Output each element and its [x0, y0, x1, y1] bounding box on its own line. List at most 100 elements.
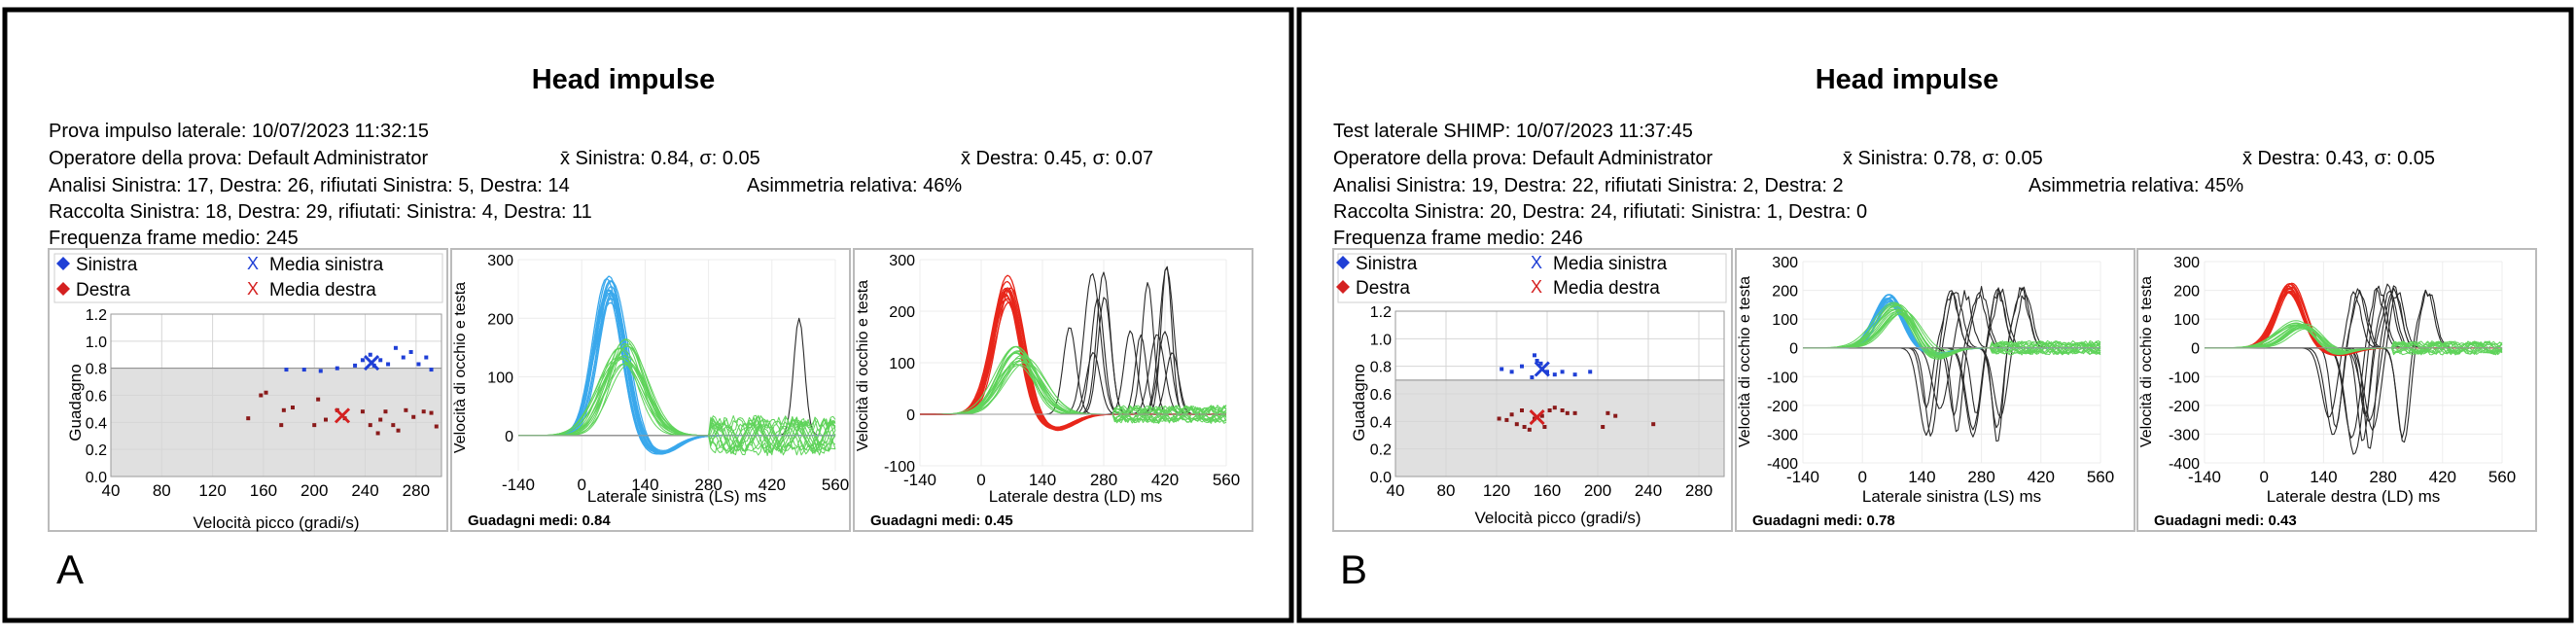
scatter-point-left	[1535, 359, 1539, 363]
panel-b-right-trace-xlabel: Laterale destra (LD) ms	[2267, 487, 2441, 506]
x-tick-label: 0	[2259, 468, 2268, 486]
legend-right-mean-label: Media destra	[269, 280, 376, 300]
legend-left-diamond-icon	[56, 257, 70, 270]
panel-b-mean-right: x̄ Destra: 0.43, σ: 0.05	[2242, 148, 2435, 169]
scatter-point-right	[1497, 416, 1501, 421]
scatter-point-right	[279, 423, 284, 428]
panel-b-scatter: Sinistra Destra X Media sinistra X Media…	[1332, 248, 1733, 532]
scatter-point-left	[1560, 370, 1565, 374]
panel-a-info-line: Frequenza frame medio: 245	[49, 228, 299, 249]
y-tick-label: 0.8	[86, 362, 107, 378]
mean-left-marker	[1534, 361, 1550, 377]
scatter-point-left	[1509, 370, 1514, 374]
y-tick-label: 0	[505, 429, 513, 445]
y-tick-label: 0.8	[1370, 360, 1392, 376]
y-tick-label: -200	[1767, 399, 1798, 415]
scatter-point-right	[316, 397, 321, 402]
scatter-point-left	[1500, 367, 1504, 371]
y-tick-label: -400	[2169, 456, 2200, 473]
scatter-point-left	[1533, 353, 1536, 358]
y-tick-label: 1.0	[1370, 332, 1392, 348]
panel-a-frame	[2, 7, 1294, 623]
x-tick-label: 280	[403, 481, 430, 500]
scatter-point-right	[1572, 410, 1577, 415]
scatter-point-right	[1520, 408, 1524, 412]
scatter-point-right	[259, 393, 264, 398]
x-tick-label: 120	[198, 481, 226, 500]
scatter-point-left	[335, 366, 339, 371]
y-tick-label: 100	[2173, 312, 2200, 329]
x-tick-label: 0	[1857, 468, 1866, 486]
scatter-point-left	[1520, 364, 1524, 369]
panel-b: Head impulse Test laterale SHIMP: 10/07/…	[1296, 7, 2574, 623]
y-tick-label: 0.0	[1370, 470, 1392, 486]
eye-velocity-trace	[920, 362, 1227, 424]
x-tick-label: 140	[631, 476, 658, 494]
panel-b-left-trace: -140 0 140 280 420 560 -400 -300 -200 -100 0 100 200…	[1735, 248, 2135, 532]
scatter-point-right	[383, 409, 388, 414]
y-tick-label: 0	[906, 407, 915, 424]
y-tick-label: 100	[889, 356, 915, 372]
panel-b-scatter-xlabel: Velocità picco (gradi/s)	[1474, 509, 1641, 527]
panel-a-label: A	[56, 547, 84, 592]
panel-b-info-line: Analisi Sinistra: 19, Destra: 22, rifiut…	[1333, 175, 1844, 196]
x-tick-label: 280	[694, 476, 722, 494]
y-tick-label: -100	[884, 459, 915, 476]
x-tick-label: 420	[759, 476, 786, 494]
scatter-point-left	[1588, 370, 1593, 374]
x-tick-label: 40	[1387, 481, 1405, 500]
legend-left-diamond-icon	[1336, 256, 1350, 269]
scatter-point-left	[353, 363, 358, 368]
scatter-point-right	[360, 409, 365, 414]
panel-b-frame	[1296, 7, 2574, 623]
legend-right-diamond-icon	[1336, 280, 1350, 294]
scatter-point-left	[1538, 361, 1543, 366]
mean-right-marker	[1529, 409, 1545, 426]
scatter-point-left	[360, 358, 365, 363]
legend-right-mean-cross-icon: X	[247, 279, 259, 299]
x-tick-label: 240	[1635, 481, 1662, 500]
x-tick-label: 120	[1483, 481, 1510, 500]
scatter-point-left	[1545, 370, 1549, 374]
eye-velocity-trace	[2205, 320, 2503, 356]
panel-b-left-trace-ylabel: Velocità di occhio e testa	[1737, 276, 1753, 447]
panel-a-legend-items: Sinistra Destra X Media sinistra X Media…	[56, 254, 384, 300]
panel-a-right-trace: -140 0 140 280 420 560 -100 0 100 200 300 Velocità…	[853, 248, 1253, 532]
scatter-point-right	[368, 423, 372, 428]
y-tick-label: 1.0	[86, 335, 107, 351]
scatter-point-right	[1651, 422, 1656, 427]
legend-left-label: Sinistra	[1356, 254, 1418, 274]
x-tick-label: 560	[2087, 468, 2114, 486]
y-tick-label: -300	[2169, 427, 2200, 443]
eye-velocity-trace	[1803, 302, 2101, 360]
panel-a-info: Prova impulso laterale: 10/07/2023 11:32…	[49, 121, 1153, 249]
scatter-point-right	[421, 409, 426, 414]
scatter-point-left	[368, 352, 372, 357]
legend-right-label: Destra	[76, 280, 130, 300]
legend-left-mean-label: Media sinistra	[269, 255, 384, 275]
panel-b-right-trace-plot: -140 0 140 280 420 560 -400 -300 -200 -100 0 100 200…	[2169, 255, 2516, 486]
y-tick-label: 200	[1772, 284, 1798, 300]
scatter-point-left	[318, 369, 323, 373]
panel-a-left-trace-xlabel: Laterale sinistra (LS) ms	[587, 487, 766, 506]
x-tick-label: 560	[822, 476, 849, 494]
scatter-point-left	[424, 355, 429, 360]
eye-velocity-trace	[1803, 313, 2101, 358]
x-tick-label: 420	[2429, 468, 2456, 486]
panel-a-asymmetry: Asimmetria relativa: 46%	[747, 175, 962, 196]
x-tick-label: 240	[351, 481, 378, 500]
scatter-point-right	[396, 428, 401, 433]
panel-a-info-line: Raccolta Sinistra: 18, Destra: 29, rifiu…	[49, 201, 592, 223]
scatter-point-right	[312, 423, 317, 428]
legend-right-mean-cross-icon: X	[1531, 277, 1542, 297]
panel-b-legend-items: Sinistra Destra X Media sinistra X Media…	[1336, 253, 1668, 299]
scatter-point-right	[1504, 417, 1509, 422]
mean-right-marker	[334, 407, 351, 424]
x-tick-label: 0	[577, 476, 585, 494]
mean-left-marker	[364, 355, 380, 371]
panel-b-info-line: Test laterale SHIMP: 10/07/2023 11:37:45	[1333, 121, 1693, 142]
scatter-point-right	[411, 414, 416, 419]
y-tick-label: 0.0	[86, 470, 107, 486]
scatter-point-left	[1552, 372, 1557, 377]
scatter-point-left	[1572, 372, 1577, 377]
